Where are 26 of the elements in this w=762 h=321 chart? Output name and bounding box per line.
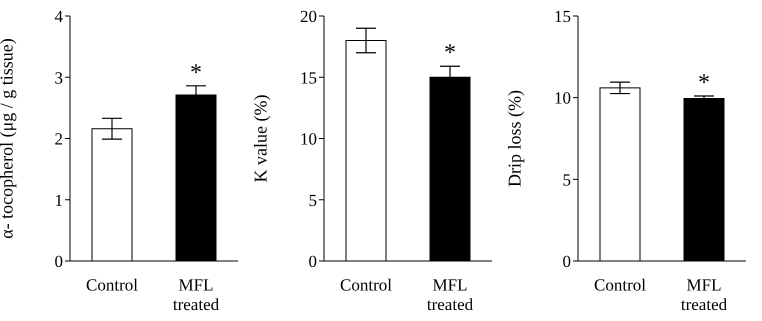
x-tick-label: Control bbox=[340, 275, 392, 294]
y-axis-title: α- tocopherol (μg / g tissue) bbox=[0, 38, 16, 239]
y-tick-label: 5 bbox=[562, 170, 571, 190]
annotation: * bbox=[698, 70, 710, 96]
y-axis-title: K value (%) bbox=[250, 94, 270, 182]
y-tick-label: 20 bbox=[300, 7, 317, 26]
y-tick-label: 0 bbox=[54, 252, 63, 272]
y-tick-label: 15 bbox=[300, 68, 317, 88]
x-tick-label: Control bbox=[86, 275, 138, 294]
y-tick-label: 0 bbox=[308, 252, 317, 272]
y-tick-label: 3 bbox=[54, 68, 63, 88]
x-tick-label: Control bbox=[594, 275, 646, 294]
y-tick-label: 10 bbox=[554, 88, 571, 108]
y-tick-label: 10 bbox=[300, 130, 317, 149]
x-tick-label: MFL treated bbox=[426, 275, 474, 314]
y-tick-label: 1 bbox=[54, 190, 63, 210]
y-axis-title: Drip loss (%) bbox=[504, 90, 524, 187]
y-tick-label: 2 bbox=[54, 130, 63, 149]
annotation: * bbox=[444, 40, 456, 66]
x-tick-label: MFL treated bbox=[172, 275, 220, 314]
y-tick-label: 5 bbox=[308, 190, 317, 210]
x-tick-label: MFL treated bbox=[680, 275, 728, 314]
y-tick-label: 0 bbox=[562, 252, 571, 272]
annotation: * bbox=[190, 60, 202, 86]
y-tick-label: 4 bbox=[54, 7, 64, 26]
y-tick-label: 15 bbox=[554, 7, 571, 26]
